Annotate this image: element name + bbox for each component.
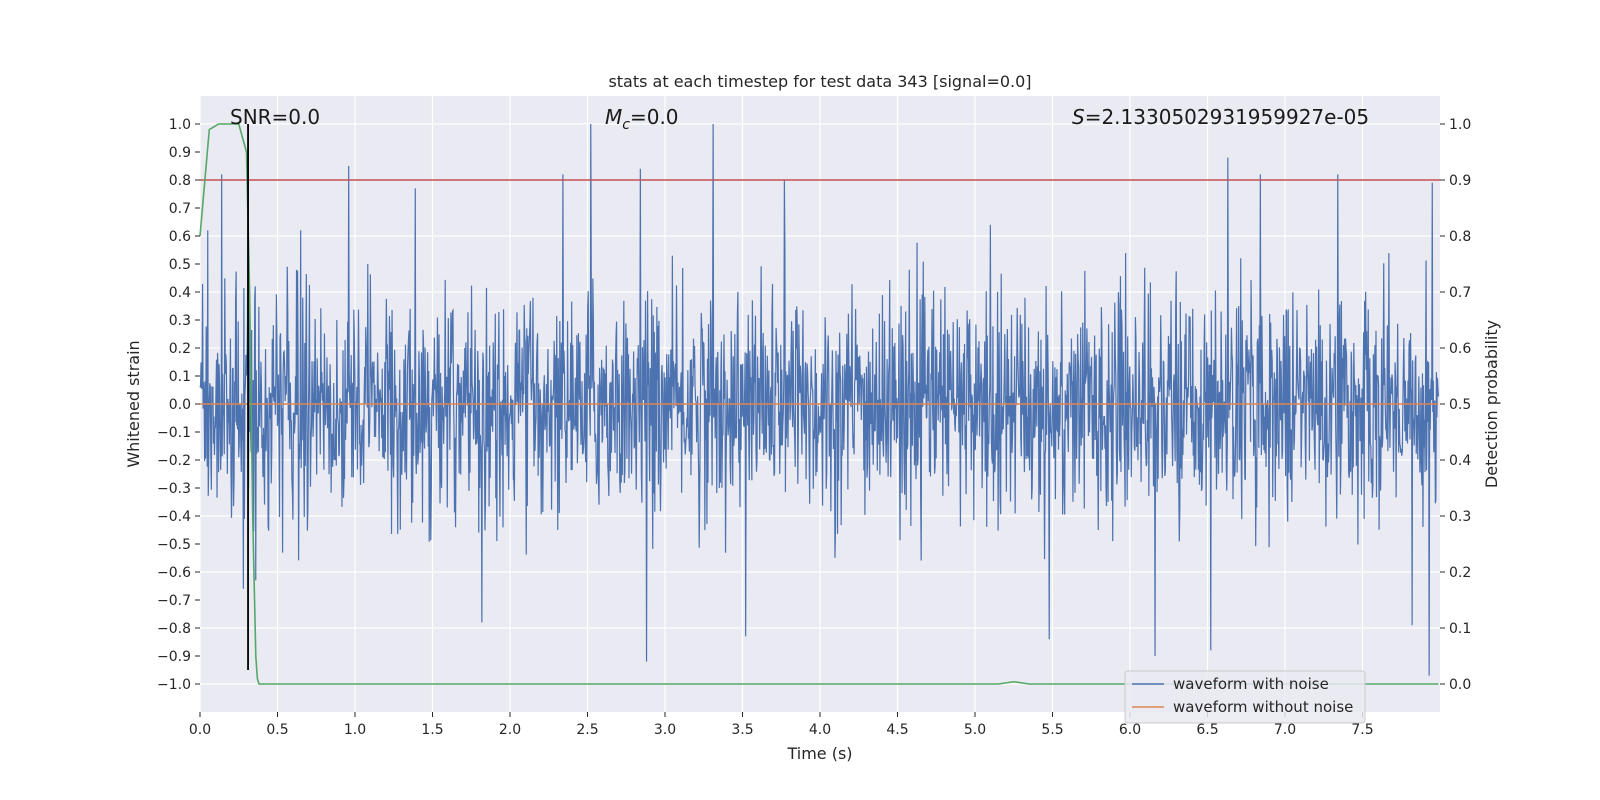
y-axis-right: 1.0 0.9 0.8 0.7 0.6 0.5 0.4 0.3 0.2 0.1 0.0 bbox=[1440, 117, 1471, 693]
y-right-tick-label: 0.9 bbox=[1449, 173, 1471, 189]
x-tick-label: 2.5 bbox=[576, 722, 598, 738]
x-tick-label: 6.0 bbox=[1119, 722, 1141, 738]
y-left-tick-label: 0.7 bbox=[169, 201, 191, 217]
y-right-tick-label: 0.1 bbox=[1449, 621, 1471, 637]
y-right-tick-label: 0.7 bbox=[1449, 285, 1471, 301]
y-right-tick-label: 0.2 bbox=[1449, 565, 1471, 581]
y-right-tick-label: 0.5 bbox=[1449, 397, 1471, 413]
x-tick-label: 7.5 bbox=[1351, 722, 1373, 738]
x-tick-label: 6.5 bbox=[1196, 722, 1218, 738]
y-left-tick-label: −0.6 bbox=[157, 565, 191, 581]
s-annotation: S=2.1330502931959927e-05 bbox=[1072, 105, 1369, 129]
legend-label-waveform-without-noise: waveform without noise bbox=[1173, 698, 1353, 716]
series-detection-probability bbox=[199, 123, 1439, 685]
x-tick-label: 0.0 bbox=[189, 722, 211, 738]
y-left-tick-label: 1.0 bbox=[169, 117, 191, 133]
y-axis-label-right: Detection probability bbox=[1482, 320, 1501, 488]
x-tick-label: 0.5 bbox=[266, 722, 288, 738]
y-left-tick-label: 0.5 bbox=[169, 257, 191, 273]
x-tick-label: 1.0 bbox=[344, 722, 366, 738]
y-left-tick-label: 0.4 bbox=[169, 285, 191, 301]
y-left-tick-label: 0.0 bbox=[169, 397, 191, 413]
series-waveform-with-noise bbox=[199, 123, 1440, 676]
y-left-tick-label: 0.2 bbox=[169, 341, 191, 357]
y-right-tick-label: 0.6 bbox=[1449, 341, 1471, 357]
chart-title: stats at each timestep for test data 343… bbox=[608, 72, 1031, 91]
y-left-tick-label: −0.5 bbox=[157, 537, 191, 553]
x-tick-label: 3.5 bbox=[731, 722, 753, 738]
s-symbol: S bbox=[1072, 105, 1085, 129]
y-left-tick-label: −0.8 bbox=[157, 621, 191, 637]
s-value: =2.1330502931959927e-05 bbox=[1085, 105, 1369, 129]
chirp-mass-value: =0.0 bbox=[630, 105, 679, 129]
y-left-tick-label: −0.1 bbox=[157, 425, 191, 441]
y-right-tick-label: 0.4 bbox=[1449, 453, 1471, 469]
x-tick-label: 4.5 bbox=[886, 722, 908, 738]
x-tick-label: 2.0 bbox=[499, 722, 521, 738]
x-tick-label: 1.5 bbox=[421, 722, 443, 738]
chirp-mass-subscript: c bbox=[622, 117, 630, 133]
y-left-tick-label: −0.2 bbox=[157, 453, 191, 469]
y-axis-left: 1.0 0.9 0.8 0.7 0.6 0.5 0.4 0.3 0.2 0.1 0.0 −0.1 −0.… bbox=[157, 117, 200, 693]
y-left-tick-label: 0.3 bbox=[169, 313, 191, 329]
x-tick-label: 5.5 bbox=[1041, 722, 1063, 738]
legend: waveform with noise waveform without noi… bbox=[1124, 670, 1366, 724]
chirp-mass-annotation: Mc=0.0 bbox=[605, 105, 679, 133]
y-left-tick-label: 0.9 bbox=[169, 145, 191, 161]
x-axis-label: Time (s) bbox=[786, 744, 852, 763]
x-tick-label: 7.0 bbox=[1274, 722, 1296, 738]
y-right-tick-label: 0.3 bbox=[1449, 509, 1471, 525]
y-left-tick-label: −0.7 bbox=[157, 593, 191, 609]
chirp-mass-symbol: M bbox=[605, 105, 622, 129]
y-left-tick-label: 0.1 bbox=[169, 369, 191, 385]
y-right-tick-label: 0.0 bbox=[1449, 677, 1471, 693]
x-axis: 0.0 0.5 1.0 1.5 2.0 2.5 3.0 3.5 4.0 4.5 5.0 5.5 6.0 6… bbox=[189, 712, 1374, 738]
y-left-tick-label: −1.0 bbox=[157, 677, 191, 693]
y-axis-label-left: Whitened strain bbox=[124, 340, 143, 467]
y-right-tick-label: 0.8 bbox=[1449, 229, 1471, 245]
x-tick-label: 4.0 bbox=[809, 722, 831, 738]
y-left-tick-label: 0.6 bbox=[169, 229, 191, 245]
legend-label-waveform-with-noise: waveform with noise bbox=[1173, 675, 1329, 693]
y-left-tick-label: 0.8 bbox=[169, 173, 191, 189]
y-right-tick-label: 1.0 bbox=[1449, 117, 1471, 133]
snr-annotation: SNR=0.0 bbox=[230, 105, 320, 129]
x-tick-label: 5.0 bbox=[964, 722, 986, 738]
x-tick-label: 3.0 bbox=[654, 722, 676, 738]
legend-box bbox=[1124, 670, 1366, 724]
y-left-tick-label: −0.9 bbox=[157, 649, 191, 665]
data-layer bbox=[199, 123, 1440, 685]
y-left-tick-label: −0.4 bbox=[157, 509, 191, 525]
y-left-tick-label: −0.3 bbox=[157, 481, 191, 497]
